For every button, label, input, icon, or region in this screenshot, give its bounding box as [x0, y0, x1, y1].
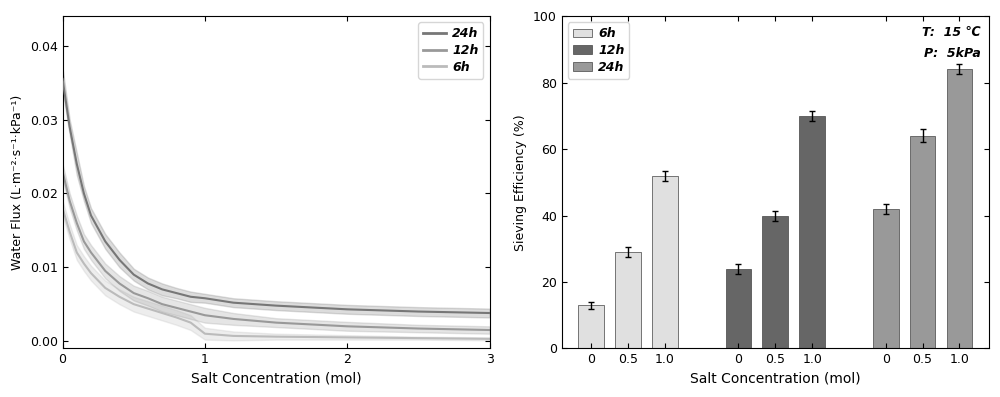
6h	[185, 320, 197, 325]
6h	[78, 261, 90, 266]
24h	[128, 272, 140, 277]
24h	[156, 287, 168, 292]
12h	[128, 291, 140, 295]
24h	[484, 310, 496, 315]
24h	[170, 291, 182, 295]
12h	[57, 169, 69, 173]
6h	[227, 333, 239, 338]
12h	[71, 220, 83, 225]
6h	[484, 337, 496, 341]
6h	[199, 331, 211, 336]
24h	[85, 213, 97, 218]
12h	[142, 296, 154, 301]
12h	[78, 239, 90, 244]
Line: 12h: 12h	[63, 171, 490, 330]
12h	[185, 309, 197, 314]
6h	[85, 271, 97, 276]
12h	[270, 320, 282, 325]
24h	[270, 303, 282, 308]
24h	[185, 295, 197, 299]
24h	[227, 300, 239, 305]
6h	[57, 206, 69, 210]
Legend: 6h, 12h, 24h: 6h, 12h, 24h	[568, 22, 629, 79]
12h	[99, 268, 111, 273]
X-axis label: Salt Concentration (mol): Salt Concentration (mol)	[690, 372, 861, 386]
24h	[142, 281, 154, 286]
Bar	[578, 305, 604, 349]
24h	[113, 258, 125, 262]
Line: 24h: 24h	[63, 79, 490, 313]
24h	[78, 191, 90, 196]
24h	[57, 77, 69, 81]
12h	[64, 198, 76, 203]
6h	[156, 310, 168, 315]
6h	[64, 229, 76, 234]
6h	[128, 302, 140, 306]
6h	[170, 315, 182, 320]
24h	[341, 307, 353, 312]
6h	[113, 295, 125, 299]
12h	[199, 313, 211, 318]
12h	[412, 326, 424, 331]
12h	[484, 328, 496, 332]
6h	[412, 336, 424, 341]
24h	[99, 239, 111, 244]
Y-axis label: Water Flux (L·m⁻²·s⁻¹·kPa⁻¹): Water Flux (L·m⁻²·s⁻¹·kPa⁻¹)	[11, 94, 24, 270]
24h	[199, 296, 211, 301]
Y-axis label: Sieving Efficiency (%): Sieving Efficiency (%)	[514, 114, 527, 251]
Bar	[799, 116, 825, 349]
Bar	[873, 209, 899, 349]
Bar	[910, 136, 935, 349]
6h	[341, 335, 353, 340]
6h	[270, 334, 282, 339]
24h	[64, 125, 76, 129]
24h	[71, 162, 83, 166]
12h	[113, 281, 125, 286]
Line: 6h: 6h	[63, 208, 490, 339]
24h	[412, 309, 424, 314]
Bar	[726, 269, 751, 349]
12h	[85, 250, 97, 255]
6h	[142, 306, 154, 311]
6h	[99, 285, 111, 290]
6h	[71, 250, 83, 255]
Bar	[762, 216, 788, 349]
Text: T:  15 ℃
P:  5kPa: T: 15 ℃ P: 5kPa	[922, 26, 980, 60]
Legend: 24h, 12h, 6h: 24h, 12h, 6h	[418, 22, 483, 79]
Bar	[615, 252, 641, 349]
12h	[170, 305, 182, 310]
12h	[341, 324, 353, 329]
12h	[227, 316, 239, 321]
12h	[156, 302, 168, 306]
X-axis label: Salt Concentration (mol): Salt Concentration (mol)	[191, 372, 361, 386]
Bar	[652, 175, 678, 349]
Bar	[947, 69, 972, 349]
